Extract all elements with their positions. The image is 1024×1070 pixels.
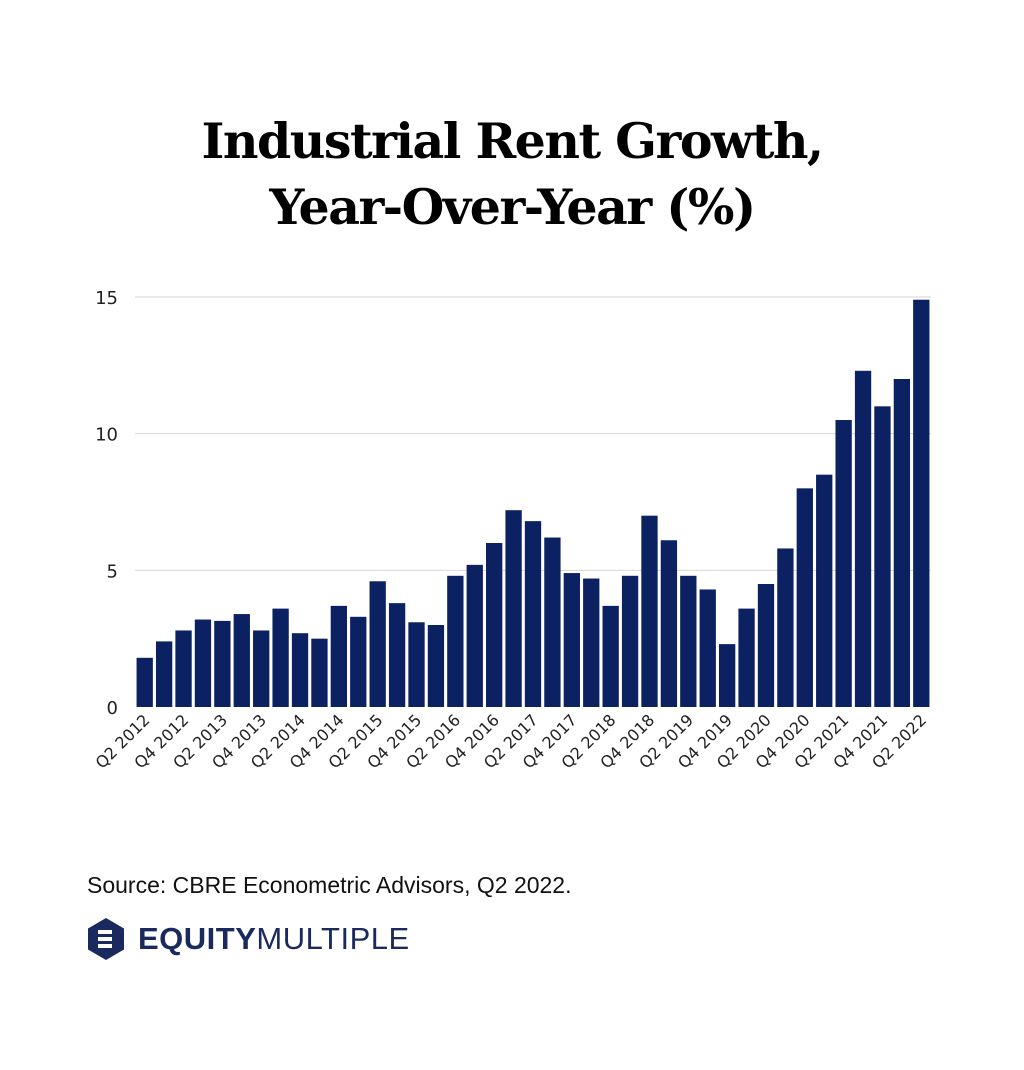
bar (854, 370, 872, 707)
bar (175, 630, 192, 707)
bar (505, 510, 522, 707)
bar (699, 589, 716, 707)
bar (835, 420, 852, 707)
chart-title: Industrial Rent Growth, Year-Over-Year (… (0, 108, 1024, 240)
bar (427, 625, 445, 707)
bar (738, 608, 755, 707)
bar (388, 603, 406, 707)
y-tick-label: 15 (95, 288, 118, 309)
bar (311, 638, 328, 707)
bar (816, 474, 833, 707)
brand-logo[interactable]: EQUITYMULTIPLE (86, 917, 410, 961)
brand-wordmark: EQUITYMULTIPLE (138, 921, 410, 957)
bar (447, 575, 464, 707)
bar (680, 575, 697, 707)
bar (777, 548, 794, 707)
source-note: Source: CBRE Econometric Advisors, Q2 20… (87, 872, 572, 898)
bar (272, 608, 289, 707)
y-tick-label: 5 (107, 561, 118, 582)
bar (233, 614, 250, 707)
bar (544, 537, 561, 707)
bar (350, 616, 367, 707)
bar (155, 641, 173, 707)
brand-wordmark-light: MULTIPLE (256, 921, 410, 956)
bar (194, 619, 212, 707)
equitymultiple-logo-icon (88, 918, 124, 960)
bar (136, 657, 153, 707)
bar (291, 633, 309, 707)
chart-title-line-1: Industrial Rent Growth, (201, 112, 824, 170)
chart-title-line-2: Year-Over-Year (%) (269, 178, 756, 236)
y-tick-label: 10 (95, 425, 118, 446)
bar (486, 543, 503, 707)
bar (214, 620, 231, 707)
bar (621, 575, 639, 707)
bar (913, 299, 930, 707)
bar (583, 578, 600, 707)
bar (330, 605, 348, 707)
bar (602, 605, 619, 707)
bar (757, 584, 775, 707)
bar (466, 564, 483, 707)
bar (874, 406, 891, 707)
bar (796, 488, 813, 707)
bar (253, 630, 270, 707)
bar (408, 622, 425, 707)
bar (563, 573, 580, 707)
bar (660, 540, 678, 707)
brand-wordmark-strong: EQUITY (138, 921, 257, 956)
bar (369, 581, 386, 707)
bar (641, 515, 658, 707)
bar (524, 521, 542, 707)
y-tick-label: 0 (107, 698, 118, 719)
bar (718, 644, 736, 707)
bar (893, 379, 911, 707)
